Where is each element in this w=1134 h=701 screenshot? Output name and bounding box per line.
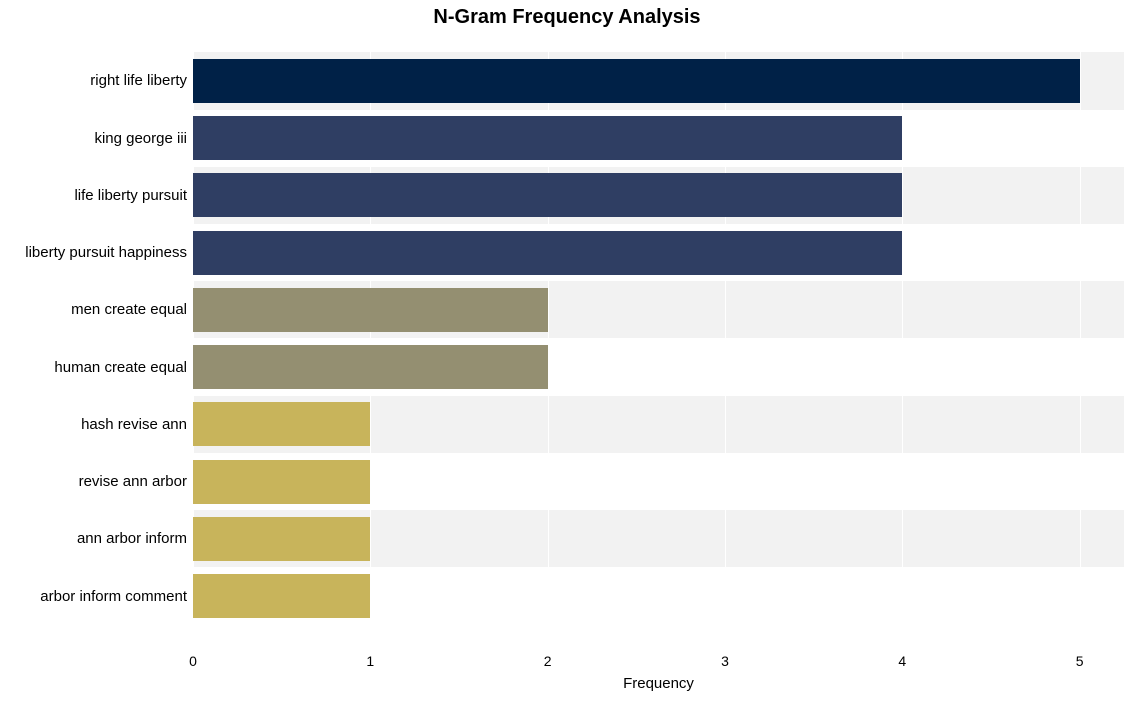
y-tick-label: life liberty pursuit [74, 187, 187, 204]
y-tick-label: revise ann arbor [79, 473, 187, 490]
x-tick-label: 3 [705, 653, 745, 669]
bar [193, 231, 902, 275]
x-tick-label: 2 [528, 653, 568, 669]
y-tick-label: arbor inform comment [40, 588, 187, 605]
x-tick-label: 4 [882, 653, 922, 669]
gridline [1080, 34, 1081, 643]
bar [193, 517, 370, 561]
y-tick-label: liberty pursuit happiness [25, 244, 187, 261]
bar [193, 288, 548, 332]
y-tick-label: men create equal [71, 301, 187, 318]
bar [193, 116, 902, 160]
plot-area [193, 34, 1124, 643]
bar [193, 402, 370, 446]
gridline [902, 34, 903, 643]
bar [193, 59, 1080, 103]
bar [193, 574, 370, 618]
chart-container: N-Gram Frequency Analysis right life lib… [0, 0, 1134, 701]
y-tick-label: hash revise ann [81, 416, 187, 433]
x-tick-label: 1 [350, 653, 390, 669]
bar [193, 345, 548, 389]
y-tick-label: king george iii [94, 130, 187, 147]
bar [193, 173, 902, 217]
bar [193, 460, 370, 504]
y-tick-label: ann arbor inform [77, 530, 187, 547]
x-tick-label: 0 [173, 653, 213, 669]
x-tick-label: 5 [1060, 653, 1100, 669]
chart-title: N-Gram Frequency Analysis [0, 6, 1134, 29]
y-tick-label: human create equal [54, 359, 187, 376]
x-axis-label: Frequency [193, 675, 1124, 692]
y-tick-label: right life liberty [90, 72, 187, 89]
